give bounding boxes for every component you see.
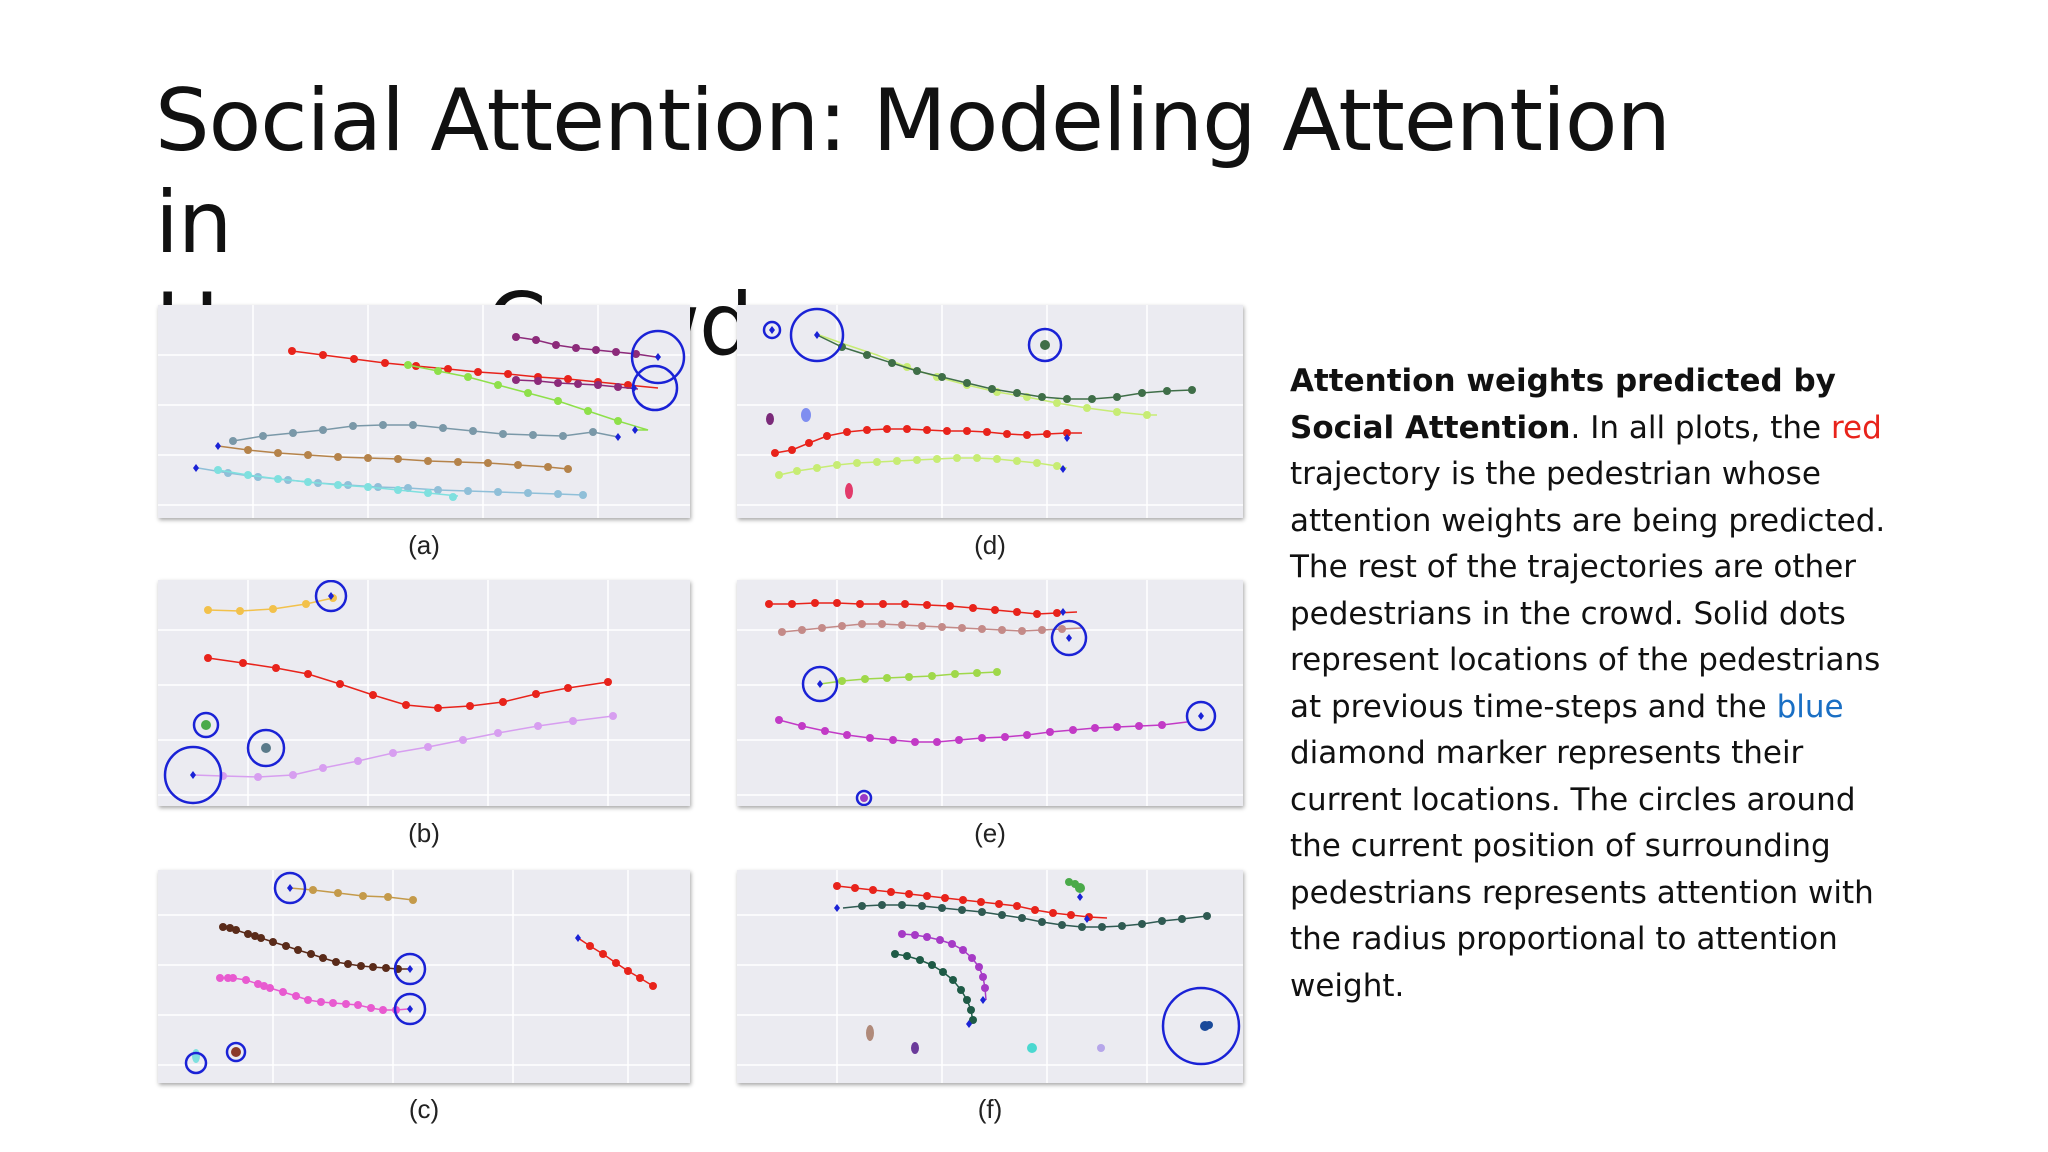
caption-d: (d) bbox=[974, 530, 1006, 560]
panel-e bbox=[737, 580, 1243, 806]
panel-a-plot bbox=[158, 305, 690, 518]
panel-f-plot bbox=[737, 870, 1243, 1083]
panel-c bbox=[158, 870, 690, 1083]
description-text-1: . In all plots, the bbox=[1570, 409, 1831, 446]
description-text-3: diamond marker represents their current … bbox=[1290, 735, 1874, 1004]
description-bold: Attention weights predicted by Social At… bbox=[1290, 363, 1836, 446]
slide-title: Social Attention: Modeling Attention in … bbox=[155, 70, 1715, 376]
description-red-word: red bbox=[1830, 409, 1882, 446]
panel-b-plot bbox=[158, 580, 690, 806]
caption-e: (e) bbox=[974, 818, 1006, 848]
caption-b: (b) bbox=[408, 818, 440, 848]
panel-e-plot bbox=[737, 580, 1243, 806]
panel-c-plot bbox=[158, 870, 690, 1083]
caption-f: (f) bbox=[977, 1094, 1003, 1124]
caption-c: (c) bbox=[408, 1094, 440, 1124]
panel-b bbox=[158, 580, 690, 806]
panel-a bbox=[158, 305, 690, 518]
description-text-2: trajectory is the pedestrian whose atten… bbox=[1290, 456, 1886, 725]
description-blue-word: blue bbox=[1776, 688, 1844, 725]
description-paragraph: Attention weights predicted by Social At… bbox=[1290, 358, 1890, 1009]
panel-d bbox=[737, 305, 1243, 518]
panel-f bbox=[737, 870, 1243, 1083]
panel-d-plot bbox=[737, 305, 1243, 518]
caption-a: (a) bbox=[408, 530, 440, 560]
title-line-1: Social Attention: Modeling Attention in bbox=[155, 71, 1671, 273]
